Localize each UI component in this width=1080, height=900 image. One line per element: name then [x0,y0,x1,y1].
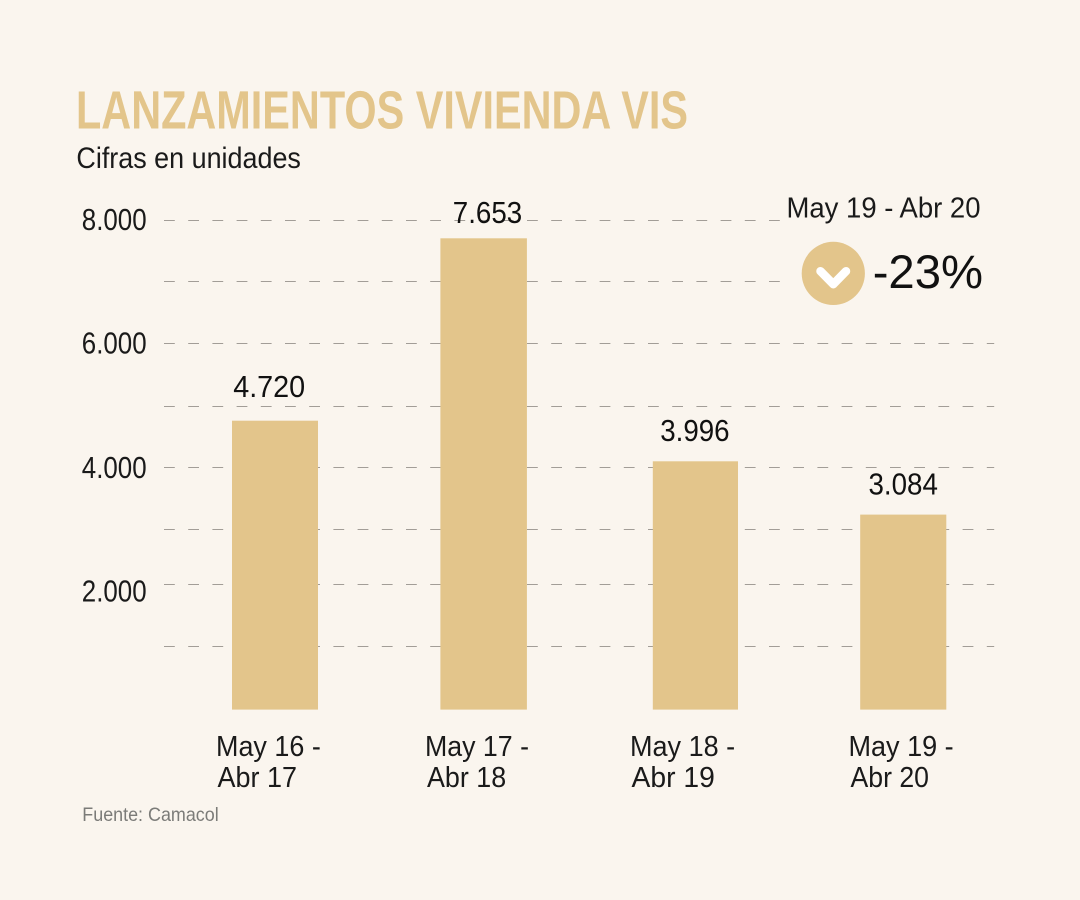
svg-text:Cifras en unidades: Cifras en unidades [76,142,301,175]
svg-text:Abr 18: Abr 18 [427,762,506,794]
svg-text:May 18 -: May 18 - [630,731,735,763]
svg-text:-23%: -23% [873,246,983,299]
svg-text:May 19 -: May 19 - [849,731,954,763]
svg-text:2.000: 2.000 [82,574,147,609]
svg-text:May 17 -: May 17 - [425,731,529,763]
svg-text:Fuente: Camacol: Fuente: Camacol [82,804,218,826]
svg-text:8.000: 8.000 [82,202,147,237]
svg-text:Abr 20: Abr 20 [851,762,930,794]
svg-text:LANZAMIENTOS VIVIENDA VIS: LANZAMIENTOS VIVIENDA VIS [76,80,688,140]
svg-text:7.653: 7.653 [453,195,522,230]
svg-text:Abr 17: Abr 17 [218,762,298,794]
svg-text:Abr 19: Abr 19 [632,762,715,794]
svg-text:3.996: 3.996 [660,413,729,448]
svg-text:4.720: 4.720 [233,369,305,404]
svg-text:3.084: 3.084 [869,467,938,502]
svg-text:May 19 - Abr 20: May 19 - Abr 20 [787,192,981,224]
svg-text:6.000: 6.000 [82,326,147,361]
svg-text:4.000: 4.000 [82,450,147,485]
svg-text:May 16 -: May 16 - [216,731,321,763]
